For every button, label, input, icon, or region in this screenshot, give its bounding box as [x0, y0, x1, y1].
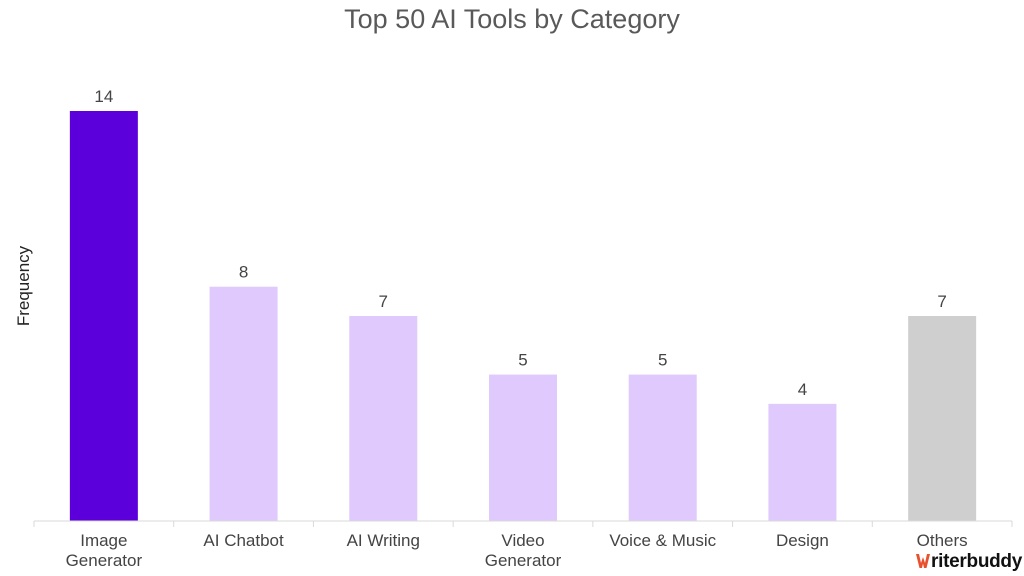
value-labels: 14 8 7 5 5 4 7 [94, 87, 946, 399]
bar [209, 286, 278, 521]
bar-value-label: 5 [658, 351, 667, 370]
brand-text: riterbuddy [931, 551, 1022, 572]
x-tick-label-line: AI Writing [347, 531, 420, 550]
chart-title: Top 50 AI Tools by Category [344, 4, 680, 34]
x-tick-label: Others [917, 531, 968, 550]
x-tick-label-line: Image [80, 531, 127, 550]
x-tick-label: Voice & Music [609, 531, 716, 550]
bar [489, 374, 557, 521]
bar-value-label: 4 [798, 380, 807, 399]
x-tick-label-line: Others [917, 531, 968, 550]
x-tick-label-line: Video [501, 531, 544, 550]
x-tick-label-line: Generator [66, 551, 143, 570]
x-tick-label-line: Generator [485, 551, 562, 570]
bar-value-label: 5 [518, 351, 527, 370]
bar-value-label: 14 [94, 87, 113, 106]
bar-value-label: 7 [937, 292, 946, 311]
brand-logo: riterbuddy [916, 551, 1022, 573]
x-tick-label-line: Voice & Music [609, 531, 716, 550]
brand-w-icon [916, 554, 931, 568]
x-tick-label: AI Chatbot [203, 531, 284, 550]
bar [768, 403, 837, 521]
x-tick-label: Video Generator [485, 531, 562, 570]
x-tick-label-line: Design [776, 531, 829, 550]
bar [69, 111, 138, 521]
bar [628, 374, 697, 521]
bar [908, 316, 977, 521]
x-tick-label: AI Writing [347, 531, 420, 550]
bar [349, 316, 418, 521]
x-tick-label: Image Generator [66, 531, 143, 570]
bar-value-label: 8 [239, 263, 248, 282]
bar-value-label: 7 [379, 292, 388, 311]
x-tick-label-line: AI Chatbot [203, 531, 284, 550]
x-tick-label: Design [776, 531, 829, 550]
x-axis-ticks [33, 521, 1013, 527]
bars [69, 111, 977, 521]
